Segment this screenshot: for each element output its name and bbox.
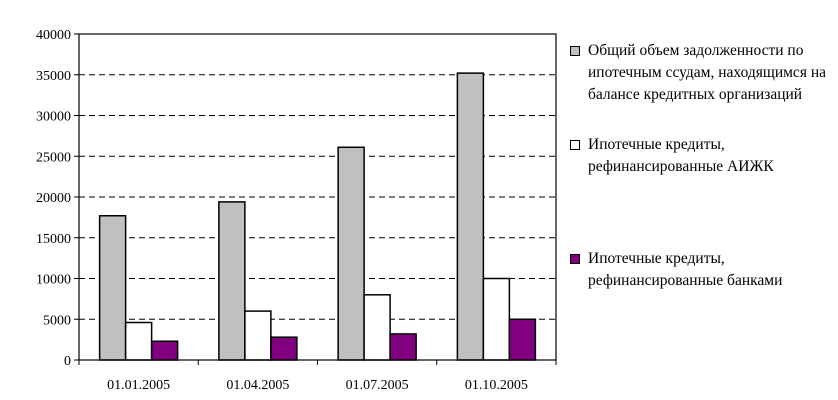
x-tick-labels: 01.01.2005 01.04.2005 01.07.2005 01.10.2005: [107, 378, 528, 393]
bar: [482, 277, 511, 361]
bar: [389, 333, 417, 361]
bar: [337, 146, 365, 361]
bar: [150, 340, 179, 361]
x-tick-label: 01.07.2005: [346, 378, 409, 393]
bar: [98, 214, 127, 361]
y-tick-label: 40000: [36, 28, 71, 43]
y-tick-label: 25000: [36, 150, 71, 165]
y-tick-label: 30000: [36, 110, 71, 125]
bar: [363, 294, 391, 361]
axes: [74, 33, 557, 365]
legend-item-banks: Ипотечные кредиты, рефинансированные бан…: [570, 248, 832, 292]
legend-item-total-debt: Общий объем задолженности по ипотечным с…: [570, 40, 832, 106]
y-tick-label: 5000: [43, 313, 71, 328]
y-tick-label: 15000: [36, 232, 71, 247]
y-tick-label: 35000: [36, 69, 71, 84]
legend-swatch-total-debt: [570, 46, 580, 56]
bar: [218, 201, 246, 361]
legend-item-aijk: Ипотечные кредиты, рефинансированные АИЖ…: [570, 134, 832, 178]
bar: [508, 318, 537, 361]
legend-label-banks: Ипотечные кредиты, рефинансированные бан…: [588, 250, 783, 289]
legend-label-aijk: Ипотечные кредиты, рефинансированные АИЖ…: [588, 136, 774, 175]
legend: Общий объем задолженности по ипотечным с…: [570, 40, 832, 292]
bar: [270, 336, 298, 361]
bar: [244, 310, 272, 361]
x-tick-label: 01.04.2005: [226, 378, 289, 393]
y-tick-labels: 0 5000 10000 15000 20000 25000 30000 35000 40000: [36, 28, 71, 369]
legend-swatch-aijk: [570, 140, 580, 150]
x-tick-label: 01.01.2005: [107, 378, 170, 393]
x-tick-label: 01.10.2005: [465, 378, 528, 393]
legend-label-total-debt: Общий объем задолженности по ипотечным с…: [588, 42, 826, 103]
gridlines: [79, 33, 556, 320]
y-tick-label: 20000: [36, 191, 71, 206]
y-tick-label: 0: [64, 354, 71, 369]
bar: [124, 321, 153, 361]
y-tick-label: 10000: [36, 273, 71, 288]
bars: [98, 72, 537, 361]
legend-swatch-banks: [570, 254, 580, 264]
bar: [456, 72, 485, 361]
